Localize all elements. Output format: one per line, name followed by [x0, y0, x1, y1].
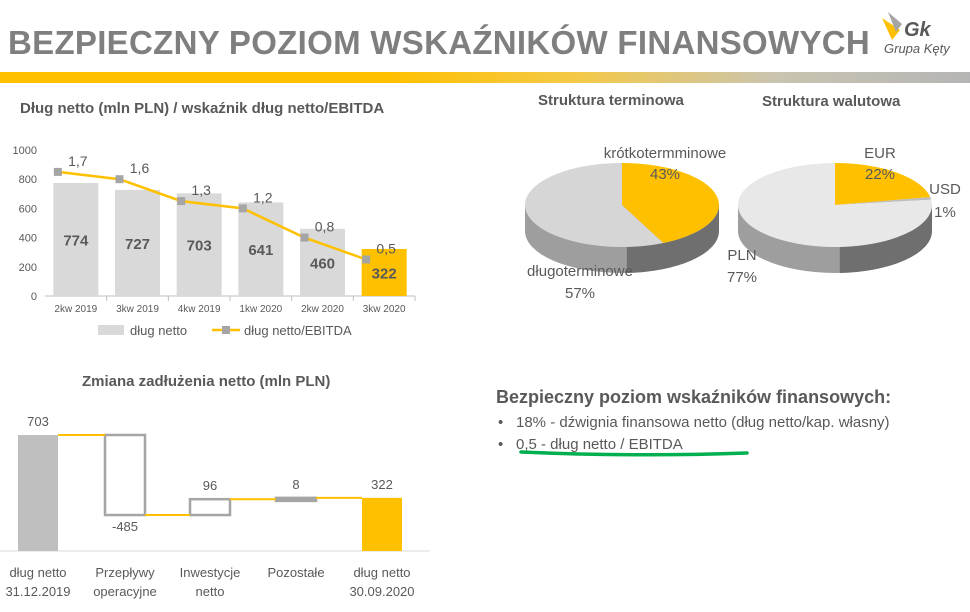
bullet-item-leverage: • 18% - dźwignia finansowa netto (dług ne… — [498, 414, 890, 431]
ebitda-ratio-label: 0,5 — [376, 241, 396, 257]
x-tick-label: 3kw 2020 — [363, 304, 406, 315]
debt-bar — [115, 189, 160, 296]
debt-chart-title: Dług netto (mln PLN) / wskaźnik dług net… — [20, 100, 385, 117]
pie-slice-label: EUR — [864, 145, 896, 162]
debt-value-label: 641 — [248, 242, 273, 259]
waterfall-category-label: 30.09.2020 — [349, 584, 414, 599]
waterfall-bar — [103, 433, 147, 517]
pie-slice-label: krótkotermminowe — [604, 145, 727, 162]
ebitda-ratio-label: 0,8 — [315, 219, 335, 235]
waterfall-bar — [274, 496, 318, 503]
page-title: BEZPIECZNY POZIOM WSKAŹNIKÓW FINANSOWYCH — [8, 24, 871, 61]
currency-structure-title: Struktura walutowa — [762, 93, 901, 110]
waterfall-category-label: dług netto — [353, 565, 410, 580]
y-tick-label: 600 — [19, 203, 37, 215]
x-tick-label: 2kw 2019 — [54, 304, 97, 315]
waterfall-value-label: -485 — [112, 519, 138, 534]
x-tick-label: 4kw 2019 — [178, 304, 221, 315]
term-pie-slice — [622, 163, 719, 244]
pie-slice-value: 57% — [565, 285, 595, 302]
pie-slice-label: PLN — [727, 247, 756, 264]
pie-slice-value: 1% — [934, 204, 956, 221]
debt-value-label: 703 — [187, 238, 212, 255]
ebitda-ratio-marker — [238, 204, 247, 213]
debt-change-chart-title: Zmiana zadłużenia netto (mln PLN) — [82, 373, 331, 390]
y-tick-label: 1000 — [13, 145, 37, 157]
pie-slice-value: 43% — [650, 166, 680, 183]
legend-line-marker — [222, 326, 230, 334]
pie-slice-value: 77% — [727, 269, 757, 286]
green-highlight-underline — [519, 450, 749, 457]
x-tick-label: 1kw 2020 — [239, 304, 282, 315]
legend-bar-label: dług netto — [130, 323, 187, 338]
debt-value-label: 322 — [372, 265, 397, 282]
waterfall-category-label: 31.12.2019 — [5, 584, 70, 599]
y-tick-label: 0 — [31, 291, 37, 303]
waterfall-category-label: dług netto — [9, 565, 66, 580]
y-tick-label: 800 — [19, 174, 37, 186]
waterfall-value-label: 8 — [292, 477, 299, 492]
currency-pie-slice — [835, 163, 931, 205]
currency-pie-slice — [835, 197, 932, 205]
ebitda-ratio-label: 1,6 — [130, 160, 150, 176]
currency-pie-side-shade — [839, 205, 933, 273]
logo-text: Gk — [904, 19, 932, 41]
legend-line-label: dług netto/EBITDA — [244, 323, 352, 338]
x-tick-label: 2kw 2020 — [301, 304, 344, 315]
company-logo: Gk — [876, 6, 966, 62]
ebitda-ratio-marker — [300, 233, 309, 242]
waterfall-value-label: 322 — [371, 477, 393, 492]
ebitda-ratio-label: 1,7 — [68, 153, 88, 169]
waterfall-value-label: 703 — [27, 414, 49, 429]
bullet-marker: • — [498, 414, 504, 431]
ebitda-ratio-marker — [53, 167, 62, 176]
waterfall-category-label: netto — [196, 584, 225, 599]
debt-ebitda-chart: 0 200 400 600 800 1000 774 2kw 2019 727 3kw 2019 7… — [13, 145, 416, 338]
legend-bar-swatch — [98, 325, 124, 335]
debt-value-label: 774 — [63, 232, 89, 249]
waterfall-bar — [188, 497, 232, 517]
waterfall-category-label: Inwestycje — [180, 565, 241, 580]
waterfall-bar — [18, 435, 58, 551]
debt-change-waterfall-chart: 703 dług netto 31.12.2019 -485 Przepływy oper… — [0, 414, 430, 599]
waterfall-category-label: operacyjne — [93, 584, 157, 599]
ebitda-ratio-marker — [362, 255, 371, 264]
bullet-item-debt-ebitda: • 0,5 - dług netto / EBITDA — [498, 436, 683, 453]
pie-slice-value: 22% — [865, 166, 895, 183]
bullet-text: 18% - dźwignia finansowa netto (dług net… — [516, 414, 890, 431]
logo-mark-icon: Gk — [882, 12, 932, 41]
y-tick-label: 400 — [19, 233, 37, 245]
ebitda-ratio-label: 1,2 — [253, 189, 273, 205]
bullets-title: Bezpieczny poziom wskaźników finansowych… — [496, 387, 892, 407]
x-tick-label: 3kw 2019 — [116, 304, 159, 315]
logo-subtitle: Grupa Kęty — [884, 41, 950, 56]
currency-pie-slice — [738, 163, 932, 247]
pie-charts: krótkotermminowe 43% długoterminowe 57% EUR 2… — [525, 145, 961, 302]
ebitda-ratio-line — [57, 170, 367, 261]
term-pie-slice — [525, 163, 664, 247]
debt-value-label: 727 — [125, 236, 150, 253]
ebitda-ratio-marker — [177, 197, 186, 206]
debt-bar — [53, 182, 99, 296]
y-tick-label: 200 — [19, 262, 37, 274]
term-pie-side-shade — [626, 205, 720, 273]
pie-slice-label: długoterminowe — [527, 263, 633, 280]
ebitda-ratio-label: 1,3 — [191, 182, 211, 198]
debt-bar — [176, 193, 222, 296]
waterfall-category-label: Przepływy — [95, 565, 155, 580]
title-underline-bar — [0, 72, 970, 83]
waterfall-value-label: 96 — [203, 478, 217, 493]
bullet-text: 0,5 - dług netto / EBITDA — [516, 436, 683, 453]
waterfall-category-label: Pozostałe — [267, 565, 324, 580]
pie-slice-label: USD — [929, 181, 961, 198]
waterfall-bar — [362, 497, 402, 551]
term-structure-title: Struktura terminowa — [538, 92, 684, 109]
debt-value-label: 460 — [310, 255, 335, 272]
ebitda-ratio-marker — [115, 175, 124, 184]
bullet-marker: • — [498, 436, 504, 453]
